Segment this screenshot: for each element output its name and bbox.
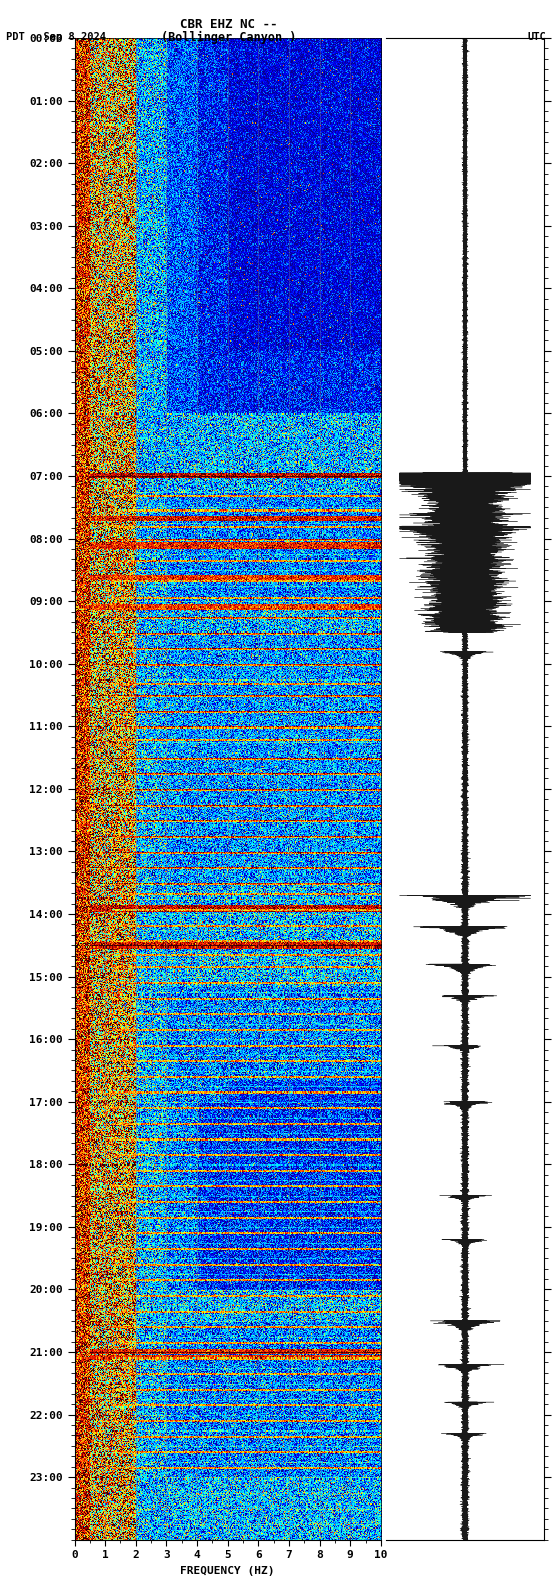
Text: CBR EHZ NC --: CBR EHZ NC --	[181, 17, 278, 32]
Text: (Bollinger Canyon ): (Bollinger Canyon )	[161, 30, 297, 44]
Text: UTC: UTC	[528, 32, 546, 43]
X-axis label: FREQUENCY (HZ): FREQUENCY (HZ)	[181, 1565, 275, 1576]
Text: PDT   Sep 8,2024: PDT Sep 8,2024	[6, 32, 105, 43]
